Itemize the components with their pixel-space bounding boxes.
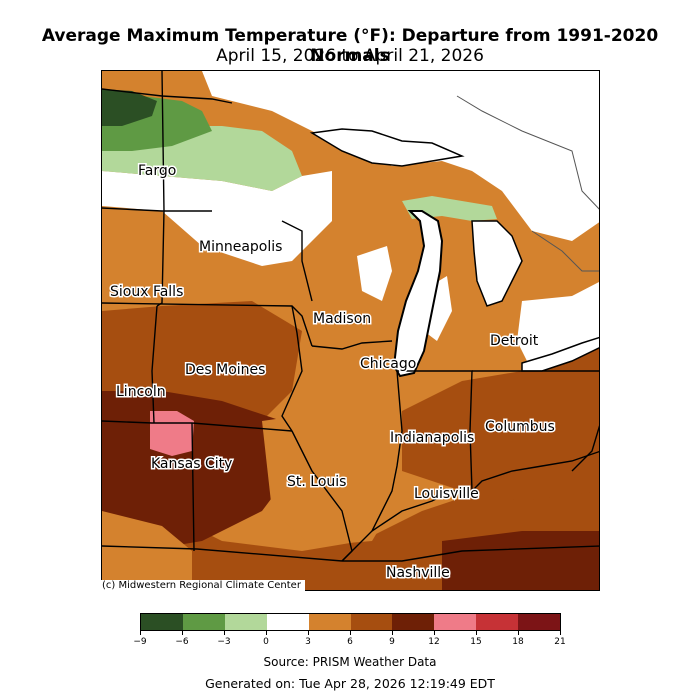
legend-tick-mark bbox=[518, 631, 519, 635]
legend-tick-mark bbox=[392, 631, 393, 635]
legend-color-segment bbox=[350, 614, 393, 630]
city-label-minneapolis: Minneapolis bbox=[199, 239, 282, 255]
city-label-fargo: Fargo bbox=[138, 163, 176, 179]
legend-tick-label: 18 bbox=[512, 637, 524, 647]
city-label-lincoln: Lincoln bbox=[116, 384, 166, 400]
generated-label: Generated on: Tue Apr 28, 2026 12:19:49 … bbox=[205, 676, 495, 691]
lake-superior bbox=[309, 128, 465, 167]
legend-color-segment bbox=[392, 614, 435, 630]
city-label-columbus: Columbus bbox=[485, 419, 555, 435]
city-label-detroit: Detroit bbox=[490, 333, 539, 349]
city-label-madison: Madison bbox=[313, 311, 371, 327]
zone-darkgreen-nw bbox=[102, 89, 157, 126]
state-borders bbox=[102, 71, 599, 562]
zone-darkest-kansas bbox=[102, 391, 292, 551]
legend-color-segment bbox=[141, 614, 183, 630]
map-title: Average Maximum Temperature (°F): Depart… bbox=[41, 26, 659, 66]
legend-tick-label: 12 bbox=[428, 637, 440, 647]
legend-tick-mark bbox=[266, 631, 267, 635]
legend-color-segment bbox=[308, 614, 351, 630]
zone-dark-east bbox=[402, 341, 599, 501]
city-label-chicago: Chicago bbox=[360, 356, 416, 372]
legend-tick-label: 21 bbox=[554, 637, 566, 647]
zone-mid-stl bbox=[262, 411, 402, 546]
legend-tick-label: −9 bbox=[133, 637, 147, 647]
map-subtitle: April 15, 2026 to April 21, 2026 bbox=[216, 46, 484, 66]
legend-tick-mark bbox=[308, 631, 309, 635]
city-label-st-louis: St. Louis bbox=[287, 474, 346, 490]
zone-pink-kc bbox=[150, 411, 194, 456]
city-label-kansas-city: Kansas City bbox=[151, 456, 232, 472]
lake-michigan bbox=[392, 210, 444, 378]
credit-label: (c) Midwestern Regional Climate Center bbox=[101, 580, 305, 592]
zone-white-north bbox=[102, 171, 332, 266]
legend-tick-mark bbox=[140, 631, 141, 635]
zone-mid-west bbox=[102, 511, 192, 590]
legend-tick-mark bbox=[350, 631, 351, 635]
legend-color-segment bbox=[434, 614, 477, 630]
legend-color-segment bbox=[182, 614, 225, 630]
zone-white-wi bbox=[357, 246, 392, 301]
legend-tick-mark bbox=[182, 631, 183, 635]
legend-tick-label: −6 bbox=[175, 637, 189, 647]
zone-darkest-tn bbox=[442, 531, 599, 590]
legend-tick-label: 3 bbox=[305, 637, 311, 647]
legend-tick-mark bbox=[476, 631, 477, 635]
legend-tick-label: 9 bbox=[389, 637, 395, 647]
lake-huron bbox=[471, 220, 523, 307]
temperature-departure-map: Fargo Minneapolis Sioux Falls Madison De… bbox=[101, 70, 600, 591]
city-label-des-moines: Des Moines bbox=[185, 362, 265, 378]
source-label: Source: PRISM Weather Data bbox=[263, 655, 437, 669]
legend-tick-mark bbox=[224, 631, 225, 635]
legend-color-segment bbox=[266, 614, 309, 630]
legend-tick-mark bbox=[560, 631, 561, 635]
legend-tick-mark bbox=[434, 631, 435, 635]
city-label-sioux-falls: Sioux Falls bbox=[110, 284, 183, 300]
legend-ticks: −9 −6 −3 0 3 6 9 12 15 18 21 bbox=[133, 631, 566, 649]
legend-color-segment bbox=[518, 614, 561, 630]
legend-color-segment bbox=[476, 614, 519, 630]
legend-color-segment bbox=[224, 614, 267, 630]
legend-tick-label: −3 bbox=[217, 637, 231, 647]
legend-tick-label: 0 bbox=[263, 637, 269, 647]
city-label-indianapolis: Indianapolis bbox=[390, 430, 474, 446]
legend-tick-label: 6 bbox=[347, 637, 353, 647]
legend-colorbar bbox=[140, 613, 561, 631]
legend-tick-label: 15 bbox=[470, 637, 482, 647]
city-label-nashville: Nashville bbox=[386, 565, 450, 581]
city-label-louisville: Louisville bbox=[414, 486, 479, 502]
